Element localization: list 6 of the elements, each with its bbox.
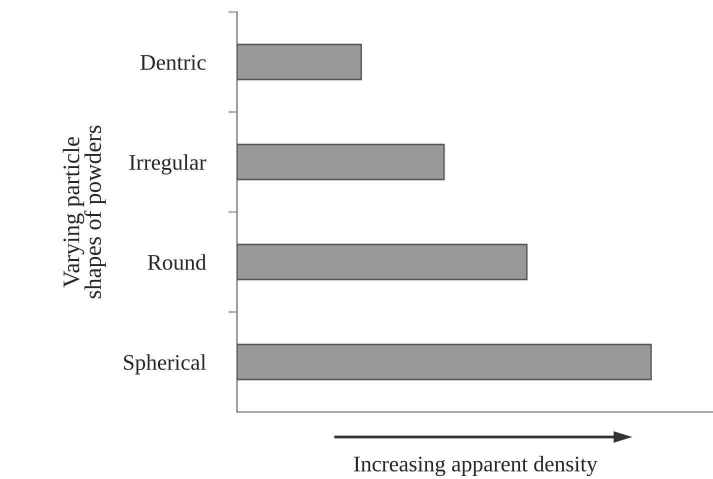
- y-tick-label: Irregular: [130, 154, 206, 175]
- y-tick-label: Dentric: [140, 54, 206, 70]
- y-axis-title: Varying particle shapes of powders: [62, 126, 106, 298]
- x-axis-title: Increasing apparent density: [354, 456, 598, 476]
- y-tick-label: Round: [148, 254, 206, 270]
- y-tick-label: Spherical: [124, 354, 206, 374]
